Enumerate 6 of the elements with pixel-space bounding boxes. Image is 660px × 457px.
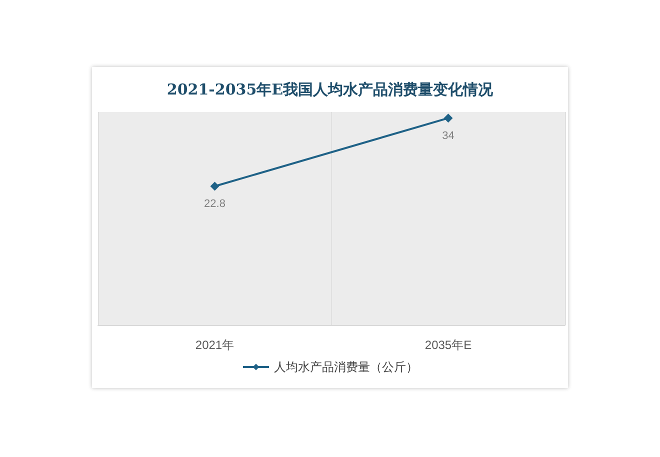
chart-title: 2021-2035年E我国人均水产品消费量变化情况 [166, 80, 494, 98]
data-label: 22.8 [204, 198, 226, 210]
x-tick-label: 2035年E [424, 338, 472, 352]
legend-label: 人均水产品消费量（公斤） [274, 360, 418, 374]
x-tick-label: 2021年 [195, 338, 234, 352]
data-label: 34 [442, 130, 454, 142]
